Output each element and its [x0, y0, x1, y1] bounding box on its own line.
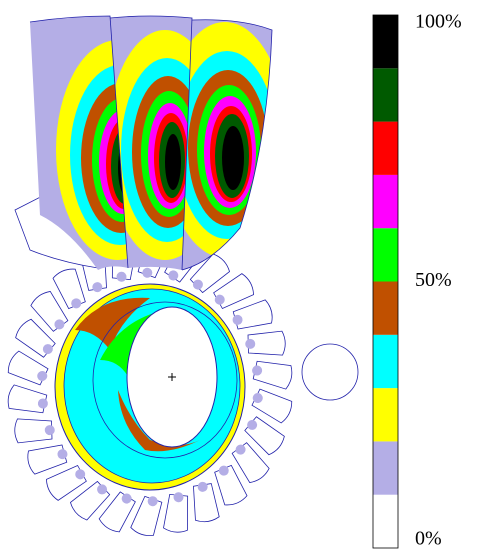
legend-frame — [372, 14, 399, 549]
vane — [231, 442, 270, 483]
center-mark — [168, 373, 176, 381]
legend-label: 0% — [415, 528, 442, 550]
vane — [251, 388, 293, 424]
vane — [214, 464, 248, 506]
legend-band — [373, 228, 398, 282]
vane — [244, 416, 285, 456]
vane — [98, 491, 136, 533]
vane — [30, 291, 69, 332]
vane — [70, 480, 111, 521]
vane — [7, 384, 48, 414]
vane-root — [121, 493, 132, 504]
vane-root — [192, 279, 203, 290]
vane-outline — [232, 299, 273, 330]
vane — [14, 418, 55, 444]
legend-band — [373, 334, 398, 389]
vane-root — [197, 481, 208, 492]
vane-root — [168, 270, 179, 281]
vane-root — [75, 469, 86, 480]
legend-band — [373, 281, 398, 335]
legend-band — [373, 441, 398, 495]
legend-band — [373, 15, 398, 69]
vane-root — [71, 298, 82, 309]
vane — [252, 360, 293, 390]
vane-root — [232, 314, 243, 325]
vane-root — [235, 444, 246, 455]
legend-band — [373, 68, 398, 122]
vane — [130, 495, 163, 537]
vane-root — [42, 344, 53, 355]
vane-root — [54, 319, 65, 330]
vane-root — [57, 449, 68, 460]
vane-outline — [14, 418, 53, 444]
vane-root — [245, 338, 256, 349]
vane-outline — [130, 495, 163, 537]
vane — [52, 268, 86, 310]
vane-outline — [163, 493, 189, 533]
vane-outline — [7, 384, 48, 414]
legend-band — [373, 174, 398, 229]
vane-outline — [193, 483, 220, 523]
legend-band — [373, 494, 398, 548]
vane-root — [37, 398, 48, 409]
vane — [7, 350, 49, 386]
turbine-model — [7, 15, 359, 537]
vane-root — [252, 365, 263, 376]
vane-root — [147, 496, 158, 507]
blade-outline — [29, 15, 273, 271]
vane — [232, 299, 273, 330]
vane-root — [116, 271, 127, 282]
vane-root — [142, 267, 153, 278]
vane — [193, 481, 220, 523]
vane-outline — [27, 444, 68, 475]
vane-root — [92, 282, 103, 293]
legend-band — [373, 388, 398, 442]
vane-root — [97, 484, 108, 495]
vane-root — [247, 419, 258, 430]
vane-root — [173, 492, 184, 503]
ring-inner — [92, 301, 238, 459]
vane-outline — [247, 330, 286, 356]
vane — [15, 318, 56, 358]
vane — [245, 330, 286, 356]
vane — [27, 444, 68, 475]
legend-band — [373, 121, 398, 175]
vane-outline — [252, 360, 293, 390]
outlet — [301, 343, 359, 401]
vane-root — [37, 370, 48, 381]
legend-label: 50% — [415, 269, 452, 291]
vane-root — [44, 425, 55, 436]
vane-root — [252, 393, 263, 404]
contour — [118, 390, 200, 452]
vane — [46, 464, 87, 501]
vane — [213, 273, 254, 310]
vane — [163, 492, 189, 533]
vane-root — [218, 465, 229, 476]
color-legend: 100% 50% 0% — [372, 11, 462, 550]
vane-root — [214, 294, 225, 305]
legend-label: 100% — [415, 11, 462, 33]
